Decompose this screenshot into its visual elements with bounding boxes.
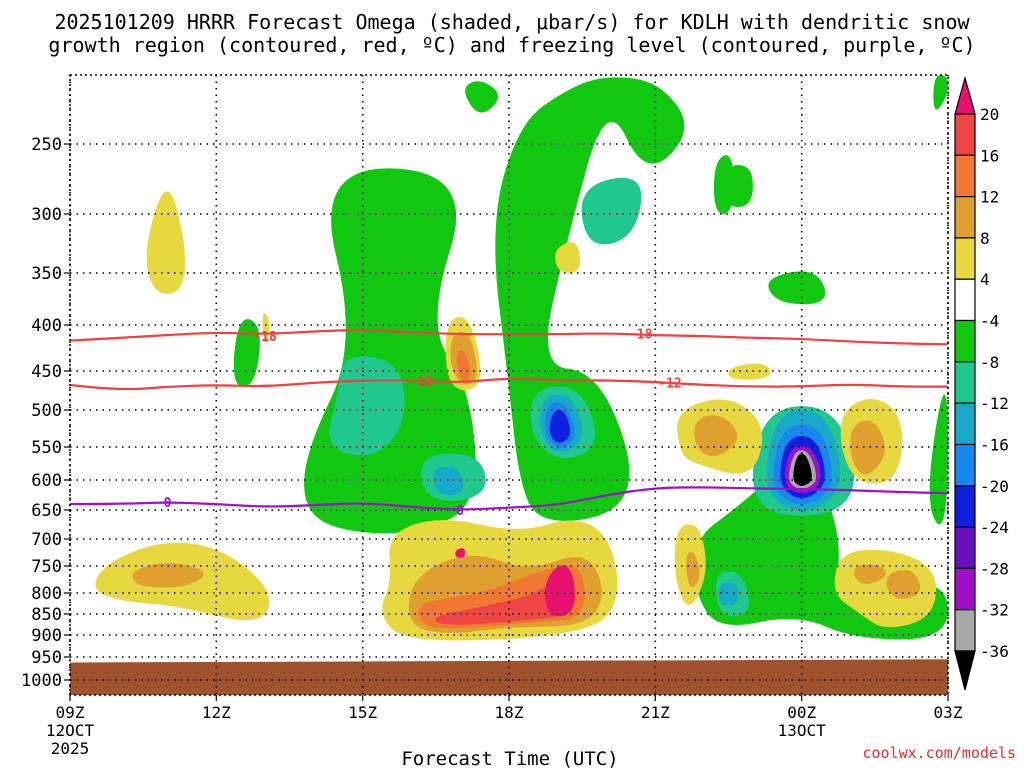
omega-region-19: [718, 582, 739, 606]
colorbar: 20 16 12 8 4 -4 -8 -12 -16 -20 -24 -28 -32 -36: [954, 75, 1009, 691]
omega-region-44: [886, 569, 921, 599]
plot-area: -18 -18 -12 -12 0 0: [69, 74, 949, 696]
y-tick-label-300: 300: [31, 205, 62, 225]
terrain-ground: [70, 659, 948, 695]
omega-region-22: [549, 410, 570, 443]
omega-region-47: [456, 350, 471, 382]
colorbar-label-7: -12: [980, 394, 1009, 413]
colorbar-arrow-bottom: [954, 650, 976, 691]
y-tick-label-600: 600: [31, 471, 62, 491]
colorbar-label-13: -36: [980, 642, 1009, 661]
y-tick-label-900: 900: [31, 626, 62, 646]
x-axis-label: Forecast Time (UTC): [401, 748, 618, 768]
x-tick-label-18Z: 18Z: [495, 703, 524, 722]
shaded-omega-layer: [70, 75, 948, 695]
y-tick-label-250: 250: [31, 135, 62, 155]
y-tick-label-1000: 1000: [21, 671, 62, 691]
omega-region-38: [132, 563, 204, 588]
y-tick-label-350: 350: [31, 264, 62, 284]
chart-title-line2: growth region (contoured, red, ºC) and f…: [48, 33, 975, 57]
x-tick-year-09Z: 2025: [51, 739, 90, 758]
colorbar-bin-1: [954, 113, 976, 156]
y-tick-label-800: 800: [31, 584, 62, 604]
omega-region-26: [793, 453, 812, 486]
omega-region-9: [723, 165, 753, 207]
omega-region-49: [545, 565, 575, 617]
contour-label--18-0: -18: [253, 330, 277, 345]
colorbar-bin-10: [954, 485, 976, 528]
omega-region-41: [686, 552, 700, 588]
colorbar-bin-13: [954, 609, 976, 652]
y-tick-label-450: 450: [31, 362, 62, 382]
colorbar-label-0: 20: [980, 105, 999, 124]
y-tick-label-750: 750: [31, 557, 62, 577]
omega-region-28: [146, 191, 186, 294]
colorbar-bin-8: [954, 402, 976, 446]
y-tick-label-400: 400: [31, 316, 62, 336]
x-tick-label-00Z: 00Z: [787, 703, 816, 722]
y-tick-label-850: 850: [31, 605, 62, 625]
y-tick-label-650: 650: [31, 501, 62, 521]
x-tick-label-03Z: 03Z: [934, 703, 963, 722]
y-tick-label-950: 950: [31, 648, 62, 668]
contour-label--12-0: -12: [409, 374, 432, 389]
colorbar-label-8: -16: [980, 436, 1009, 455]
omega-region-37: [728, 363, 771, 380]
colorbar-label-1: 16: [980, 146, 999, 165]
x-tick-label-21Z: 21Z: [641, 703, 670, 722]
x-tick-date-09Z: 12OCT: [46, 721, 95, 740]
omega-region-31: [554, 242, 581, 273]
contour-label-0-1: 0: [456, 504, 464, 519]
colorbar-bin-2: [954, 154, 976, 198]
colorbar-label-3: 8: [980, 229, 990, 248]
omega-region-45: [850, 420, 885, 475]
y-tick-label-550: 550: [31, 438, 62, 458]
x-tick-date-00Z: 13OCT: [778, 721, 827, 740]
y-tick-label-500: 500: [31, 401, 62, 421]
chart-title-line1: 2025101209 HRRR Forecast Omega (shaded, …: [54, 10, 970, 34]
colorbar-label-6: -8: [980, 353, 999, 372]
colorbar-label-2: 12: [980, 188, 999, 207]
colorbar-label-11: -28: [980, 559, 1009, 578]
credit-link[interactable]: coolwx.com/models: [862, 744, 1016, 762]
colorbar-arrow-top: [954, 75, 976, 115]
x-tick-label-15Z: 15Z: [348, 703, 377, 722]
colorbar-label-10: -24: [980, 518, 1009, 537]
omega-region-50: [455, 548, 466, 558]
x-tick-label-09Z: 09Z: [56, 703, 85, 722]
colorbar-label-4: 4: [980, 270, 990, 289]
omega-region-12: [581, 177, 642, 245]
contour-label--12-1: -12: [658, 377, 681, 392]
colorbar-bin-9: [954, 443, 976, 487]
omega-region-6: [768, 271, 826, 305]
colorbar-label-12: -32: [980, 601, 1009, 620]
omega-region-48: [435, 578, 574, 625]
y-tick-label-700: 700: [31, 530, 62, 550]
colorbar-bin-4: [954, 237, 976, 280]
colorbar-label-9: -20: [980, 477, 1009, 496]
colorbar-bin-7: [954, 361, 976, 404]
colorbar-bin-11: [954, 526, 976, 569]
x-tick-label-12Z: 12Z: [202, 703, 231, 722]
omega-region-4: [933, 75, 948, 110]
omega-region-42: [694, 415, 738, 457]
contour-label-0-0: 0: [164, 496, 172, 511]
colorbar-label-5: -4: [980, 312, 999, 331]
contour-layer: -18 -18 -12 -12 0 0: [70, 327, 948, 519]
colorbar-bin-12: [954, 567, 976, 611]
contour-line--18: [70, 329, 948, 346]
colorbar-bin-6: [954, 319, 976, 363]
omega-region-5: [465, 81, 498, 113]
omega-region-43: [854, 564, 886, 584]
omega-region-17: [433, 466, 464, 495]
contour-line--12: [70, 377, 948, 391]
colorbar-bin-5: [954, 278, 976, 322]
omega-region-8: [233, 319, 260, 387]
contour-label--18-1: -18: [629, 327, 653, 342]
colorbar-bin-3: [954, 196, 976, 239]
contour-line-0: [70, 486, 948, 511]
